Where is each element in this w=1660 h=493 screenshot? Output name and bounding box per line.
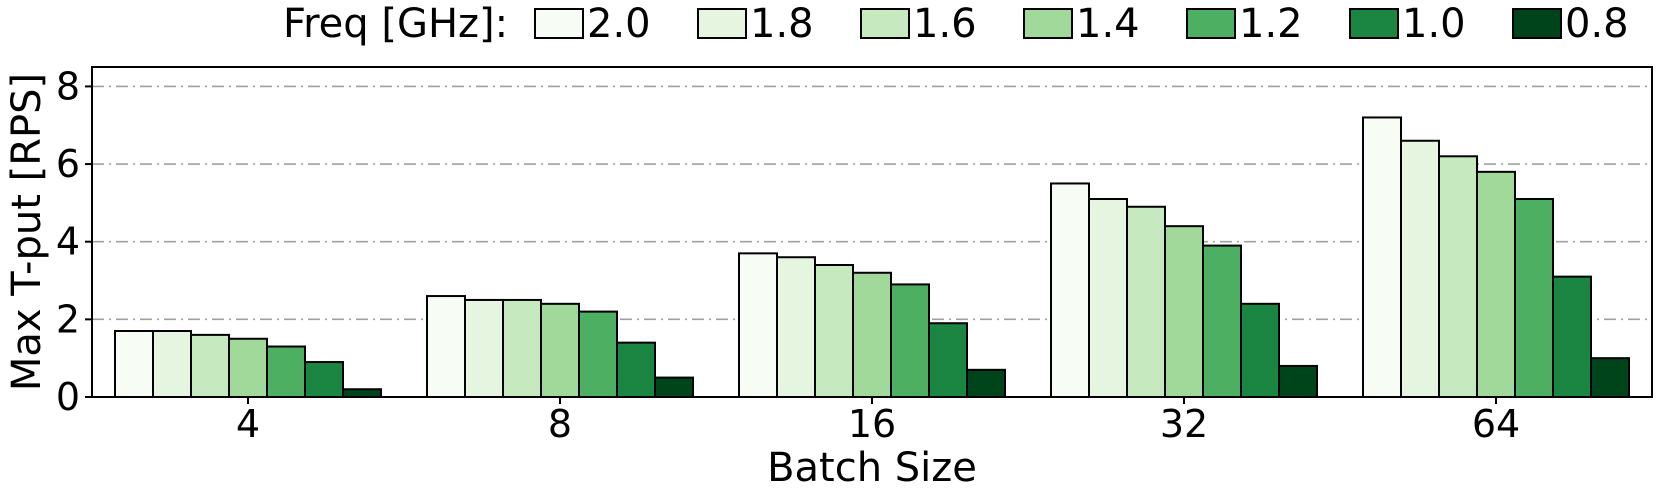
bar-16-1.2	[890, 283, 930, 399]
bar-4-0.8	[342, 388, 382, 398]
bar-16-1.4	[852, 271, 892, 398]
bar-8-1.4	[540, 302, 580, 398]
y-axis-label: Max T-put [RPS]	[4, 73, 50, 391]
bar-32-0.8	[1278, 364, 1318, 398]
bar-8-1.6	[502, 298, 542, 398]
bar-64-1.8	[1400, 139, 1440, 398]
bar-32-2.0	[1050, 182, 1090, 398]
bar-4-1.8	[152, 330, 192, 398]
bar-64-1.0	[1552, 275, 1592, 399]
bar-32-1.2	[1202, 244, 1242, 398]
bar-4-1.6	[190, 333, 230, 398]
y-tick-label: 8	[56, 64, 80, 108]
legend-label-0.8: 0.8	[1565, 1, 1629, 47]
y-tick-label: 4	[56, 220, 80, 264]
bar-16-1.8	[776, 256, 816, 398]
legend-swatch-1.0	[1349, 8, 1399, 39]
bar-4-1.0	[304, 361, 344, 399]
bar-8-1.2	[578, 310, 618, 398]
bar-64-2.0	[1362, 116, 1402, 399]
legend-label-1.2: 1.2	[1239, 1, 1303, 47]
legend-label-1.0: 1.0	[1402, 1, 1466, 47]
y-axis: 0 2 4 6 8	[56, 64, 92, 419]
y-tick-label: 2	[56, 297, 80, 341]
legend-swatch-1.4	[1023, 8, 1073, 39]
bar-32-1.4	[1164, 225, 1204, 398]
bar-16-1.6	[814, 264, 854, 398]
bar-64-0.8	[1590, 357, 1630, 399]
bar-32-1.6	[1126, 205, 1166, 398]
bar-4-1.2	[266, 345, 306, 399]
legend-label-1.4: 1.4	[1076, 1, 1140, 47]
legend-swatch-2.0	[534, 8, 584, 39]
legend-swatch-1.6	[860, 8, 910, 39]
bar-32-1.8	[1088, 198, 1128, 398]
y-tick-label: 0	[56, 375, 80, 419]
legend-title: Freq [GHz]:	[283, 1, 508, 47]
bar-4-1.4	[228, 337, 268, 399]
bar-8-1.0	[616, 341, 656, 399]
bar-4-2.0	[114, 330, 154, 398]
bar-64-1.4	[1476, 170, 1516, 398]
bar-16-2.0	[738, 252, 778, 398]
legend-swatch-1.2	[1186, 8, 1236, 39]
x-tick-label: 4	[236, 402, 260, 446]
x-tick-label: 64	[1472, 402, 1520, 446]
x-tick-label: 16	[848, 402, 896, 446]
bar-8-2.0	[426, 295, 466, 399]
x-tick-label: 32	[1160, 402, 1208, 446]
legend-label-1.8: 1.8	[750, 1, 814, 47]
bars	[114, 116, 1630, 399]
bar-8-0.8	[654, 376, 694, 398]
bar-64-1.2	[1514, 198, 1554, 398]
x-axis: 4 8 16 32 64	[236, 397, 1520, 446]
bar-32-1.0	[1240, 302, 1280, 398]
bar-64-1.6	[1438, 155, 1478, 398]
bar-16-1.0	[928, 322, 968, 398]
legend-label-1.6: 1.6	[913, 1, 977, 47]
legend-swatch-0.8	[1512, 8, 1562, 39]
x-axis-label: Batch Size	[767, 445, 977, 491]
y-tick-label: 6	[56, 142, 80, 186]
bar-8-1.8	[464, 298, 504, 398]
legend-label-2.0: 2.0	[587, 1, 651, 47]
x-tick-label: 8	[548, 402, 572, 446]
legend-swatch-1.8	[697, 8, 747, 39]
bar-16-0.8	[966, 368, 1006, 398]
legend: Freq [GHz]: 2.0 1.8 1.6 1.4 1.2 1.0 0.8	[283, 1, 1629, 47]
